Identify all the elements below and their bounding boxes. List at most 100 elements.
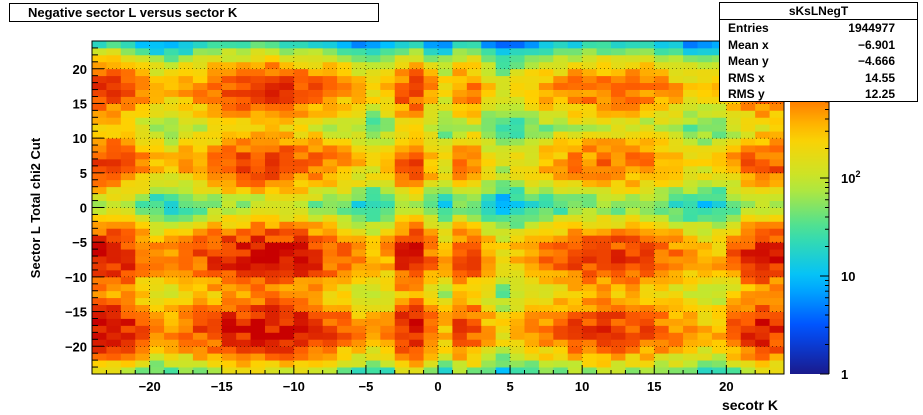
heatmap-cell (495, 54, 511, 63)
heatmap-cell (293, 54, 309, 63)
heatmap-cell (524, 186, 540, 195)
heatmap-cell (510, 221, 525, 229)
heatmap-cell (668, 249, 684, 257)
heatmap-cell (423, 214, 439, 222)
heatmap-cell (423, 297, 439, 306)
heatmap-cell (769, 332, 785, 340)
heatmap-cell (265, 290, 280, 299)
heatmap-cell (567, 242, 583, 250)
heatmap-cell (697, 117, 713, 125)
heatmap-cell (510, 54, 525, 63)
heatmap-cell (668, 172, 684, 181)
heatmap-cell (726, 228, 742, 236)
heatmap-cell (466, 117, 482, 125)
heatmap-cell (337, 54, 352, 63)
heatmap-cell (192, 353, 208, 361)
heatmap-cell (308, 290, 324, 299)
heatmap-cell (466, 138, 482, 146)
heatmap-cell (553, 346, 569, 354)
heatmap-cell (322, 360, 338, 368)
heatmap-cell (221, 152, 237, 160)
heatmap-cell (567, 221, 583, 229)
heatmap-cell (697, 276, 713, 285)
heatmap-cell (207, 110, 223, 118)
heatmap-cell (265, 276, 280, 285)
heatmap-cell (466, 89, 482, 97)
heatmap-cell (236, 276, 251, 285)
heatmap-cell (611, 47, 626, 56)
heatmap-cell (293, 186, 309, 195)
heatmap-cell (337, 200, 352, 208)
heatmap-cell (481, 200, 497, 208)
heatmap-cell (611, 242, 626, 250)
heatmap-cell (337, 367, 352, 375)
heatmap-cell (639, 235, 655, 243)
heatmap-cell (625, 221, 641, 229)
heatmap-cell (510, 82, 525, 90)
heatmap-cell (611, 325, 626, 333)
heatmap-cell (164, 138, 179, 146)
heatmap-cell (322, 263, 338, 271)
heatmap-cell (582, 214, 597, 222)
heatmap-cell (596, 158, 612, 167)
heatmap-cell (265, 124, 280, 132)
heatmap-cell (553, 304, 569, 312)
heatmap-cell (625, 269, 641, 278)
heatmap-cell (135, 235, 151, 243)
heatmap-cell (625, 332, 641, 340)
heatmap-cell (596, 332, 612, 340)
heatmap-cell (423, 103, 439, 111)
heatmap-cell (755, 318, 770, 326)
stats-value: 1944977 (848, 21, 895, 35)
heatmap-cell (293, 276, 309, 285)
heatmap-cell (293, 89, 309, 97)
heatmap-cell (654, 61, 670, 70)
heatmap-cell (279, 346, 295, 354)
heatmap-cell (668, 263, 684, 271)
heatmap-cell (711, 290, 727, 299)
heatmap-cell (423, 158, 439, 167)
heatmap-cell (192, 75, 208, 84)
heatmap-cell (221, 89, 237, 97)
heatmap-cell (279, 339, 295, 347)
heatmap-cell (438, 117, 453, 125)
heatmap-cell (740, 353, 756, 361)
heatmap-cell (726, 346, 742, 354)
heatmap-cell (524, 304, 540, 312)
heatmap-cell (611, 165, 626, 174)
heatmap-cell (265, 221, 280, 229)
heatmap-cell (510, 103, 525, 111)
heatmap-cell (164, 249, 179, 257)
heatmap-cell (409, 256, 424, 264)
heatmap-cell (639, 304, 655, 312)
heatmap-cell (149, 138, 165, 146)
heatmap-cell (582, 311, 597, 319)
heatmap-cell (293, 367, 309, 375)
heatmap-cell (668, 41, 684, 49)
heatmap-cell (293, 138, 309, 146)
heatmap-cell (668, 186, 684, 195)
heatmap-cell (236, 68, 251, 77)
heatmap-cell (394, 68, 410, 77)
heatmap-cell (711, 193, 727, 201)
heatmap-cell (207, 221, 223, 229)
heatmap-cell (567, 318, 583, 326)
heatmap-cell (293, 325, 309, 333)
heatmap-cell (582, 47, 597, 56)
heatmap-cell (92, 193, 107, 201)
heatmap-cell (567, 165, 583, 174)
heatmap-cell (337, 228, 352, 236)
heatmap-cell (726, 165, 742, 174)
heatmap-cell (466, 242, 482, 250)
heatmap-cell (553, 96, 569, 104)
heatmap-cell (639, 263, 655, 271)
heatmap-cell (207, 235, 223, 243)
heatmap-cell (654, 47, 670, 56)
heatmap-cell (279, 47, 295, 56)
heatmap-cell (611, 249, 626, 257)
heatmap-cell (293, 117, 309, 125)
heatmap-cell (423, 124, 439, 132)
heatmap-cell (726, 297, 742, 306)
heatmap-cell (308, 256, 324, 264)
heatmap-cell (769, 103, 785, 111)
